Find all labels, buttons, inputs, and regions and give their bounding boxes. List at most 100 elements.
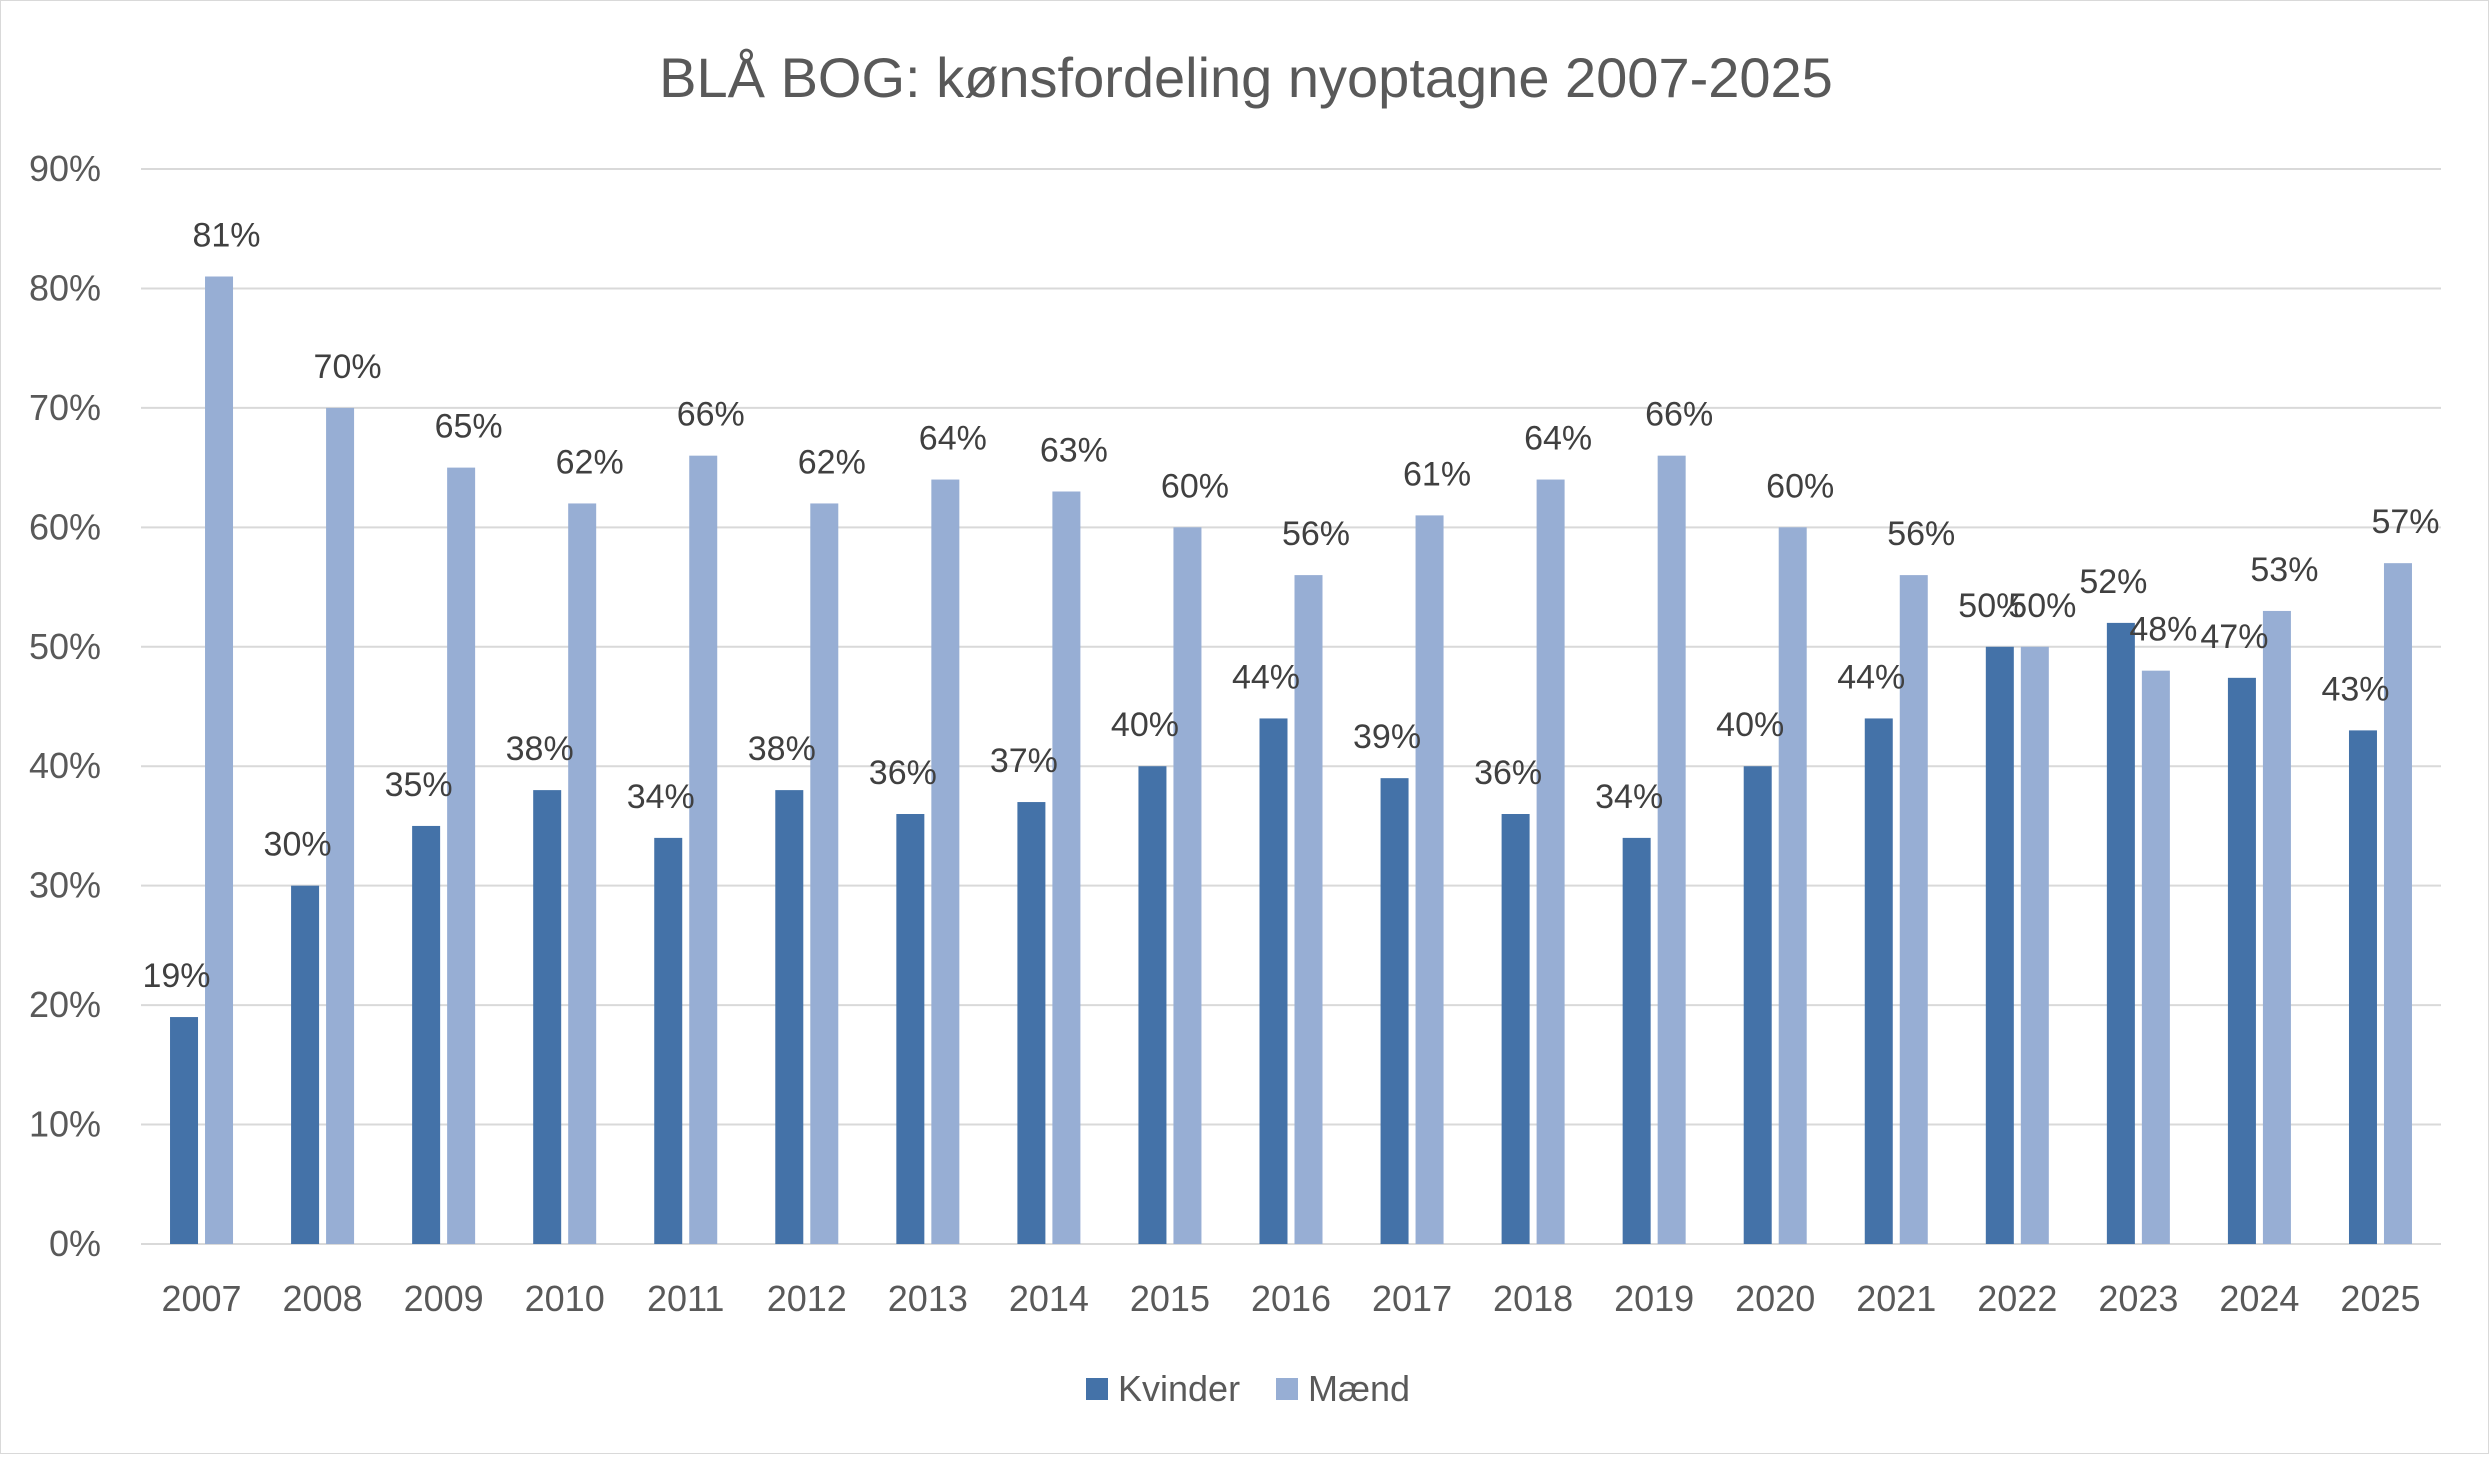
data-label: 53% xyxy=(2250,551,2318,589)
data-label: 66% xyxy=(677,396,745,434)
x-tick-label: 2018 xyxy=(1493,1278,1573,1319)
x-tick-label: 2025 xyxy=(2340,1278,2420,1319)
x-tick-label: 2022 xyxy=(1977,1278,2057,1319)
bar-m-nd-2020 xyxy=(1778,527,1807,1244)
data-label: 65% xyxy=(435,408,503,446)
legend-label: Kvinder xyxy=(1118,1368,1240,1409)
data-labels: 19% 81% 30% 70% 35% 65% 38% 62% 34% 66% 38% 62% 36% 6… xyxy=(142,217,2439,996)
bar-m-nd-2018 xyxy=(1536,479,1565,1244)
x-tick-label: 2009 xyxy=(404,1278,484,1319)
data-label: 47% xyxy=(2200,618,2268,656)
x-tick-label: 2007 xyxy=(161,1278,241,1319)
data-label: 35% xyxy=(385,766,453,804)
data-label: 52% xyxy=(2079,563,2147,601)
data-label: 50% xyxy=(2008,587,2076,625)
data-label: 63% xyxy=(1040,432,1108,470)
bar-m-nd-2021 xyxy=(1899,575,1928,1244)
bar-kvinder-2009 xyxy=(412,825,441,1244)
y-tick-label: 20% xyxy=(29,984,101,1025)
bar-m-nd-2019 xyxy=(1657,455,1686,1245)
bar-m-nd-2024 xyxy=(2262,610,2291,1244)
bar-kvinder-2018 xyxy=(1501,814,1530,1244)
bar-kvinder-2015 xyxy=(1138,766,1167,1244)
x-tick-label: 2011 xyxy=(647,1278,724,1319)
bar-kvinder-2012 xyxy=(775,790,804,1244)
bar-kvinder-2014 xyxy=(1017,802,1046,1244)
y-tick-label: 50% xyxy=(29,626,101,667)
data-label: 38% xyxy=(748,730,816,768)
bar-m-nd-2008 xyxy=(326,407,355,1244)
data-label: 62% xyxy=(798,443,866,481)
x-tick-label: 2020 xyxy=(1735,1278,1815,1319)
x-tick-label: 2021 xyxy=(1856,1278,1936,1319)
data-label: 56% xyxy=(1887,515,1955,553)
bar-kvinder-2017 xyxy=(1380,778,1409,1244)
bar-kvinder-2022 xyxy=(1985,646,2014,1244)
bar-m-nd-2015 xyxy=(1173,527,1202,1244)
x-tick-label: 2024 xyxy=(2219,1278,2299,1319)
data-label: 56% xyxy=(1282,515,1350,553)
y-tick-label: 60% xyxy=(29,506,101,547)
data-label: 62% xyxy=(556,443,624,481)
data-label: 40% xyxy=(1111,706,1179,744)
data-label: 60% xyxy=(1161,467,1229,505)
bar-kvinder-2011 xyxy=(654,837,683,1244)
bar-m-nd-2012 xyxy=(810,503,839,1244)
bar-kvinder-2019 xyxy=(1622,837,1651,1244)
bar-kvinder-2023 xyxy=(2106,622,2135,1244)
data-label: 34% xyxy=(1595,778,1663,816)
y-tick-label: 80% xyxy=(29,267,101,308)
x-tick-label: 2008 xyxy=(283,1278,363,1319)
bar-kvinder-2013 xyxy=(896,814,925,1244)
data-label: 48% xyxy=(2129,611,2197,649)
data-label: 19% xyxy=(142,957,210,995)
data-label: 81% xyxy=(192,217,260,255)
y-tick-label: 0% xyxy=(49,1223,101,1264)
data-label: 64% xyxy=(919,420,987,458)
x-tick-label: 2016 xyxy=(1251,1278,1331,1319)
y-tick-label: 30% xyxy=(29,865,101,906)
bar-m-nd-2013 xyxy=(931,479,960,1244)
data-label: 40% xyxy=(1716,706,1784,744)
x-tick-label: 2017 xyxy=(1372,1278,1452,1319)
data-label: 57% xyxy=(2371,503,2439,541)
bar-m-nd-2017 xyxy=(1415,515,1444,1244)
bar-kvinder-2007 xyxy=(170,1017,199,1244)
bar-m-nd-2023 xyxy=(2141,670,2170,1244)
bar-m-nd-2007 xyxy=(205,276,234,1244)
data-label: 39% xyxy=(1353,718,1421,756)
data-label: 37% xyxy=(990,742,1058,780)
bar-m-nd-2025 xyxy=(2383,563,2412,1244)
data-label: 36% xyxy=(1474,754,1542,792)
bar-kvinder-2021 xyxy=(1864,718,1893,1244)
data-label: 30% xyxy=(264,826,332,864)
x-tick-label: 2013 xyxy=(888,1278,968,1319)
legend: Kvinder Mænd xyxy=(1086,1368,1410,1409)
data-label: 60% xyxy=(1766,467,1834,505)
bar-m-nd-2016 xyxy=(1294,575,1323,1244)
y-tick-label: 10% xyxy=(29,1104,101,1145)
x-tick-label: 2010 xyxy=(525,1278,605,1319)
data-label: 44% xyxy=(1837,658,1905,696)
x-axis: 2007 2008 2009 2010 2011 2012 2013 2014 2015 2016… xyxy=(161,1278,2420,1319)
legend-swatch xyxy=(1276,1378,1298,1400)
bar-m-nd-2010 xyxy=(568,503,597,1244)
data-label: 43% xyxy=(2321,670,2389,708)
legend-swatch xyxy=(1086,1378,1108,1400)
x-tick-label: 2014 xyxy=(1009,1278,1089,1319)
data-label: 61% xyxy=(1403,455,1471,493)
y-axis: 0% 10% 20% 30% 40% 50% 60% 70% 80% 90% xyxy=(29,148,101,1264)
legend-label: Mænd xyxy=(1308,1368,1410,1409)
bar-m-nd-2022 xyxy=(2020,646,2049,1244)
bars xyxy=(170,276,2412,1245)
data-label: 44% xyxy=(1232,658,1300,696)
bar-kvinder-2016 xyxy=(1259,718,1288,1244)
bar-kvinder-2020 xyxy=(1743,766,1772,1244)
bar-m-nd-2009 xyxy=(447,467,476,1245)
bar-kvinder-2010 xyxy=(533,790,562,1244)
data-label: 66% xyxy=(1645,396,1713,434)
x-tick-label: 2023 xyxy=(2098,1278,2178,1319)
data-label: 34% xyxy=(627,778,695,816)
